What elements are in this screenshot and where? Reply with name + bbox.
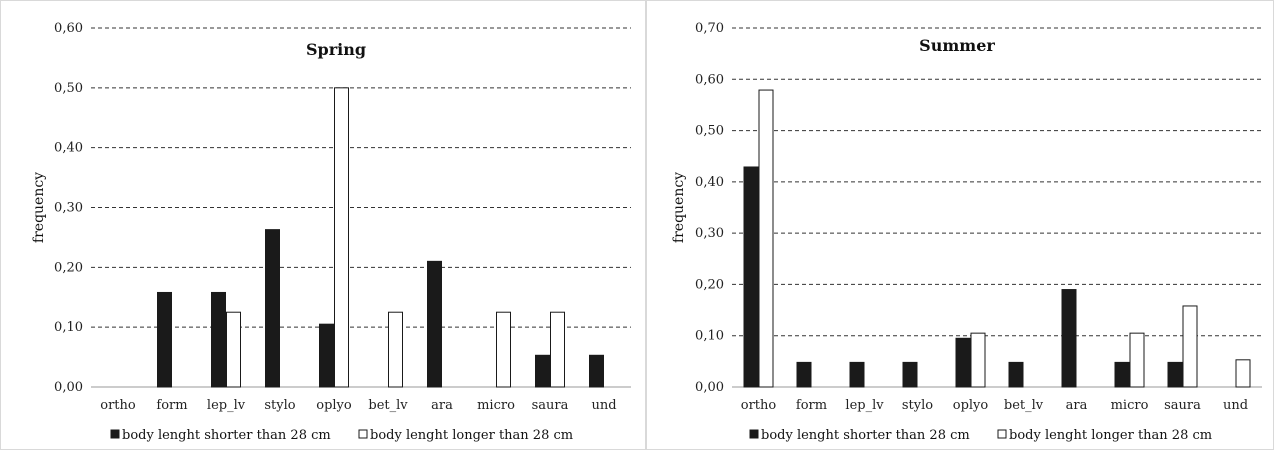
x-category-label: bet_lv <box>1004 398 1044 413</box>
bar-shorter-than-28cm <box>211 291 226 388</box>
x-category-label: und <box>591 398 616 413</box>
x-category-label: saura <box>1164 398 1201 413</box>
x-category-label: oplyo <box>316 398 352 413</box>
bar-longer-than-28cm <box>1182 305 1198 388</box>
bar-shorter-than-28cm <box>1167 361 1183 388</box>
bar-longer-than-28cm <box>970 332 986 388</box>
chart-title: Spring <box>306 40 366 59</box>
x-category-label: micro <box>1111 398 1149 413</box>
bar-shorter-than-28cm <box>743 166 759 388</box>
x-category-label: lep_lv <box>845 398 884 413</box>
x-category-label: form <box>796 398 827 413</box>
y-tick-label: 0,30 <box>54 201 83 216</box>
x-category-label: ara <box>431 398 453 413</box>
y-tick-label: 0,00 <box>54 380 83 395</box>
bar-shorter-than-28cm <box>427 260 442 388</box>
x-category-label: form <box>156 398 187 413</box>
bar-shorter-than-28cm <box>796 361 812 388</box>
y-tick-label: 0,00 <box>695 380 724 395</box>
bar-shorter-than-28cm <box>265 229 280 388</box>
x-category-label: saura <box>532 398 569 413</box>
y-tick-label: 0,40 <box>54 141 83 156</box>
y-tick-label: 0,20 <box>695 277 724 292</box>
y-tick-label: 0,60 <box>54 21 83 36</box>
legend-label: body lenght shorter than 28 cm <box>761 428 970 443</box>
legend-label: body lenght longer than 28 cm <box>370 428 573 443</box>
bar-longer-than-28cm <box>226 311 241 388</box>
bar-shorter-than-28cm <box>955 337 971 388</box>
x-category-label: stylo <box>264 398 295 413</box>
y-tick-label: 0,20 <box>54 260 83 275</box>
y-tick-label: 0,30 <box>695 226 724 241</box>
bar-shorter-than-28cm <box>902 361 918 388</box>
x-category-label: oplyo <box>953 398 989 413</box>
bar-longer-than-28cm <box>1235 359 1251 388</box>
y-tick-label: 0,60 <box>695 72 724 87</box>
spring-chart: 0,00 0,10 0,20 0,30 0,40 0,50 0,60 ortho form lep… <box>31 21 631 443</box>
bar-shorter-than-28cm <box>1061 289 1077 388</box>
legend-swatch-longer <box>997 429 1007 439</box>
bar-longer-than-28cm <box>388 311 403 388</box>
bar-shorter-than-28cm <box>589 354 604 388</box>
legend-label: body lenght longer than 28 cm <box>1009 428 1212 443</box>
bar-shorter-than-28cm <box>849 361 865 388</box>
y-tick-label: 0,50 <box>54 81 83 96</box>
bar-longer-than-28cm <box>1129 332 1145 388</box>
x-category-label: ara <box>1066 398 1088 413</box>
x-category-label: lep_lv <box>207 398 246 413</box>
bar-longer-than-28cm <box>496 311 511 388</box>
x-category-label: ortho <box>100 398 136 413</box>
legend-swatch-shorter <box>749 429 759 439</box>
legend-swatch-longer <box>358 429 368 439</box>
y-tick-label: 0,40 <box>695 175 724 190</box>
y-axis-label: frequency <box>31 172 47 243</box>
x-category-label: ortho <box>741 398 777 413</box>
y-axis-label: frequency <box>671 172 687 243</box>
y-tick-label: 0,10 <box>695 329 724 344</box>
bar-shorter-than-28cm <box>535 354 550 388</box>
summer-chart-panel: 0,00 0,10 0,20 0,30 0,40 0,50 0,60 0,70 ortho for… <box>646 0 1274 450</box>
y-tick-label: 0,70 <box>695 21 724 36</box>
x-category-label: und <box>1223 398 1248 413</box>
bar-shorter-than-28cm <box>157 291 172 388</box>
chart-title: Summer <box>919 36 995 55</box>
x-category-label: micro <box>477 398 515 413</box>
bar-shorter-than-28cm <box>319 323 334 388</box>
spring-chart-panel: 0,00 0,10 0,20 0,30 0,40 0,50 0,60 ortho form lep… <box>0 0 646 450</box>
bar-longer-than-28cm <box>758 89 774 388</box>
x-category-label: bet_lv <box>368 398 408 413</box>
bar-longer-than-28cm <box>334 87 349 388</box>
summer-chart: 0,00 0,10 0,20 0,30 0,40 0,50 0,60 0,70 ortho for… <box>671 21 1262 443</box>
y-tick-label: 0,10 <box>54 320 83 335</box>
bar-longer-than-28cm <box>550 311 565 388</box>
legend-label: body lenght shorter than 28 cm <box>122 428 331 443</box>
bar-shorter-than-28cm <box>1114 361 1130 388</box>
x-category-label: stylo <box>902 398 933 413</box>
y-tick-label: 0,50 <box>695 124 724 139</box>
bar-shorter-than-28cm <box>1008 361 1024 388</box>
legend-swatch-shorter <box>110 429 120 439</box>
